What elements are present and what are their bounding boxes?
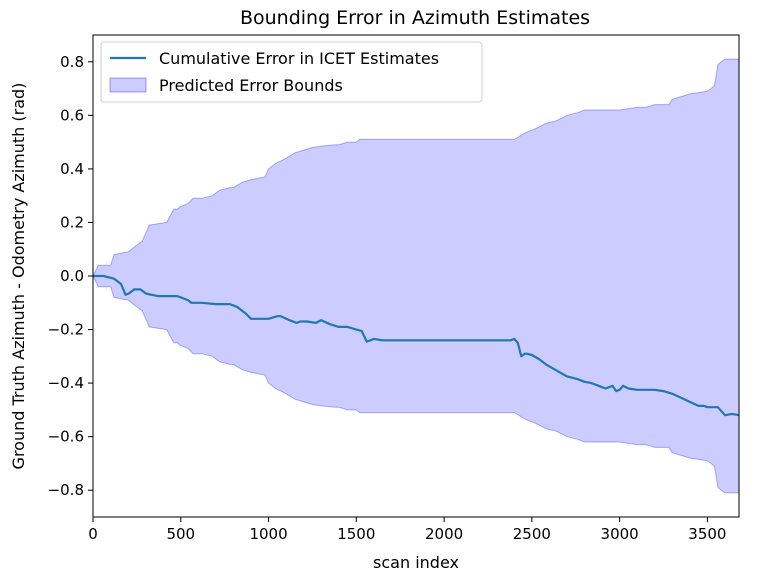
- x-tick-label: 3000: [601, 525, 639, 543]
- x-axis: 0 500 1000 1500 2000 2500 3000 3500: [88, 517, 726, 543]
- y-tick-label: 0.6: [60, 106, 84, 124]
- y-axis-label: Ground Truth Azimuth - Odometry Azimuth …: [9, 83, 28, 470]
- cumulative-error-line: [93, 274, 740, 417]
- x-tick-label: 1000: [249, 525, 287, 543]
- x-tick-label: 2500: [513, 525, 551, 543]
- error-bounds-layer: [92, 58, 740, 494]
- legend-label-bounds: Predicted Error Bounds: [159, 76, 343, 95]
- error-line-layer: [93, 274, 740, 417]
- y-tick-label: 0.2: [60, 213, 84, 231]
- y-tick-label: 0.4: [60, 160, 84, 178]
- y-tick-label: 0.0: [60, 267, 84, 285]
- x-tick-label: 1500: [337, 525, 375, 543]
- x-tick-label: 3500: [688, 525, 726, 543]
- y-tick-label: 0.8: [60, 53, 84, 71]
- chart-title: Bounding Error in Azimuth Estimates: [240, 7, 590, 29]
- legend-band-swatch: [109, 77, 147, 93]
- legend-label-error: Cumulative Error in ICET Estimates: [159, 49, 439, 68]
- y-tick-label: −0.8: [48, 481, 84, 499]
- legend-box: [100, 41, 483, 103]
- y-axis: −0.8 −0.6 −0.4 −0.2 0.0 0.2 0.4 0.6 0.8: [48, 53, 93, 499]
- x-tick-label: 500: [166, 525, 195, 543]
- y-tick-label: −0.6: [48, 428, 84, 446]
- error-bounds-band: [92, 58, 740, 494]
- x-tick-label: 2000: [425, 525, 463, 543]
- x-axis-label: scan index: [373, 553, 459, 572]
- y-tick-label: −0.4: [48, 374, 84, 392]
- legend: Cumulative Error in ICET Estimates Predi…: [100, 41, 483, 103]
- x-tick-label: 0: [88, 525, 98, 543]
- y-tick-label: −0.2: [48, 321, 84, 339]
